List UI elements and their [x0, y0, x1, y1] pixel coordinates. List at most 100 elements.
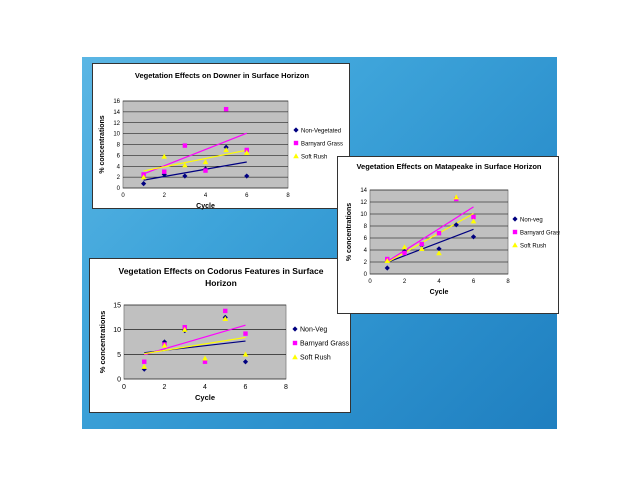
- legend-marker-non_veg: [292, 326, 298, 332]
- y-tick-label: 0: [117, 186, 121, 192]
- downer-chart-svg: Vegetation Effects on Downer in Surface …: [99, 71, 343, 210]
- x-tick-label: 0: [121, 193, 125, 199]
- x-tick-label: 2: [163, 384, 167, 391]
- y-tick-label: 10: [360, 212, 367, 218]
- legend-label: Barnyard Grass: [520, 231, 560, 237]
- data-point-barnyard: [202, 359, 208, 364]
- data-point-non_veg: [182, 173, 188, 179]
- data-point-soft_rush: [242, 351, 249, 357]
- codorus-chart-svg: Vegetation Effects on Codorus Features i…: [98, 266, 350, 402]
- y-tick-label: 15: [113, 302, 121, 309]
- y-tick-label: 6: [364, 236, 368, 242]
- trendline-soft_rush: [143, 149, 247, 172]
- data-point-soft_rush: [453, 194, 460, 200]
- data-point-non_veg: [141, 181, 147, 187]
- legend-marker-barnyard: [512, 229, 518, 235]
- chart-title: Vegetation Effects on Matapeake in Surfa…: [356, 162, 541, 171]
- data-point-soft_rush: [470, 218, 477, 224]
- data-point-non_veg: [161, 171, 167, 178]
- y-tick-label: 4: [364, 248, 368, 254]
- data-point-barnyard: [182, 143, 188, 148]
- y-tick-label: 14: [360, 188, 367, 194]
- data-point-soft_rush: [182, 162, 188, 168]
- y-tick-label: 8: [117, 143, 121, 149]
- y-tick-label: 2: [364, 260, 368, 266]
- y-tick-label: 6: [117, 153, 121, 159]
- data-point-soft_rush: [140, 174, 147, 180]
- y-tick-label: 12: [113, 121, 120, 127]
- data-point-barnyard: [419, 241, 424, 247]
- data-point-barnyard: [402, 250, 407, 256]
- x-tick-label: 8: [286, 193, 290, 199]
- legend-label: Soft Rush: [301, 155, 327, 161]
- data-point-barnyard: [243, 331, 248, 336]
- x-axis-label: Cycle: [196, 203, 215, 210]
- data-point-barnyard: [436, 231, 442, 236]
- legend-label: Barnyard Grass: [300, 341, 350, 348]
- y-tick-label: 14: [113, 110, 120, 116]
- x-tick-label: 6: [472, 279, 476, 285]
- y-axis-label: % concentrations: [98, 311, 107, 374]
- data-point-barnyard: [142, 359, 147, 364]
- legend-marker-non_veg: [512, 216, 518, 222]
- data-point-soft_rush: [384, 258, 391, 263]
- data-point-soft_rush: [181, 326, 188, 332]
- y-tick-label: 0: [364, 272, 368, 278]
- x-tick-label: 4: [437, 279, 441, 285]
- y-axis-label: % concentrations: [346, 203, 353, 261]
- trendline-barnyard: [386, 206, 474, 263]
- x-axis-label: Cycle: [430, 289, 449, 296]
- legend-marker-non_veg: [293, 127, 299, 133]
- legend-marker-soft_rush: [512, 242, 518, 248]
- legend-marker-barnyard: [293, 140, 299, 146]
- y-tick-label: 5: [117, 352, 121, 359]
- trendline-soft_rush: [144, 336, 246, 355]
- data-point-non_veg: [453, 222, 459, 228]
- x-tick-label: 6: [245, 193, 249, 199]
- trendline-non_veg: [143, 161, 247, 181]
- legend-label: Barnyard Grass: [301, 142, 343, 148]
- legend-marker-soft_rush: [293, 153, 299, 159]
- data-point-non_veg: [384, 265, 390, 271]
- y-tick-label: 8: [364, 224, 368, 230]
- legend-label: Non-veg: [520, 218, 543, 224]
- trendline-soft_rush: [386, 212, 474, 264]
- chart-downer: Vegetation Effects on Downer in Surface …: [92, 63, 350, 210]
- data-point-barnyard: [162, 169, 167, 174]
- data-point-soft_rush: [436, 250, 442, 256]
- x-tick-label: 0: [368, 279, 372, 285]
- legend-label: Non-Vegetated: [301, 129, 341, 135]
- chart-codorus: Vegetation Effects on Codorus Features i…: [89, 258, 351, 413]
- y-tick-label: 4: [117, 164, 121, 170]
- data-point-non_veg: [141, 366, 147, 372]
- x-tick-label: 4: [204, 193, 208, 199]
- data-point-soft_rush: [243, 149, 250, 155]
- data-point-barnyard: [471, 214, 476, 220]
- data-point-soft_rush: [161, 153, 168, 159]
- data-point-barnyard: [223, 106, 229, 112]
- legend-marker-soft_rush: [292, 354, 298, 360]
- x-tick-label: 6: [244, 384, 248, 391]
- x-tick-label: 8: [506, 279, 510, 285]
- data-point-non_veg: [436, 246, 442, 252]
- y-tick-label: 16: [113, 99, 120, 105]
- data-point-barnyard: [223, 308, 228, 314]
- data-point-soft_rush: [401, 244, 408, 250]
- x-tick-label: 2: [403, 279, 407, 285]
- data-point-soft_rush: [222, 316, 229, 322]
- x-tick-label: 0: [122, 384, 126, 391]
- data-point-soft_rush: [202, 355, 208, 361]
- y-tick-label: 10: [113, 327, 121, 334]
- x-tick-label: 8: [284, 384, 288, 391]
- legend-label: Non-Veg: [300, 327, 327, 334]
- legend-label: Soft Rush: [520, 244, 546, 250]
- matapeake-chart-svg: Vegetation Effects on Matapeake in Surfa…: [346, 162, 560, 296]
- data-point-soft_rush: [141, 363, 148, 369]
- data-point-non_veg: [470, 234, 477, 240]
- x-tick-label: 4: [203, 384, 207, 391]
- y-tick-label: 2: [117, 175, 121, 181]
- plot-area: [123, 304, 287, 380]
- data-point-barnyard: [203, 168, 208, 173]
- data-point-non_veg: [242, 359, 249, 365]
- data-point-non_veg: [244, 173, 250, 179]
